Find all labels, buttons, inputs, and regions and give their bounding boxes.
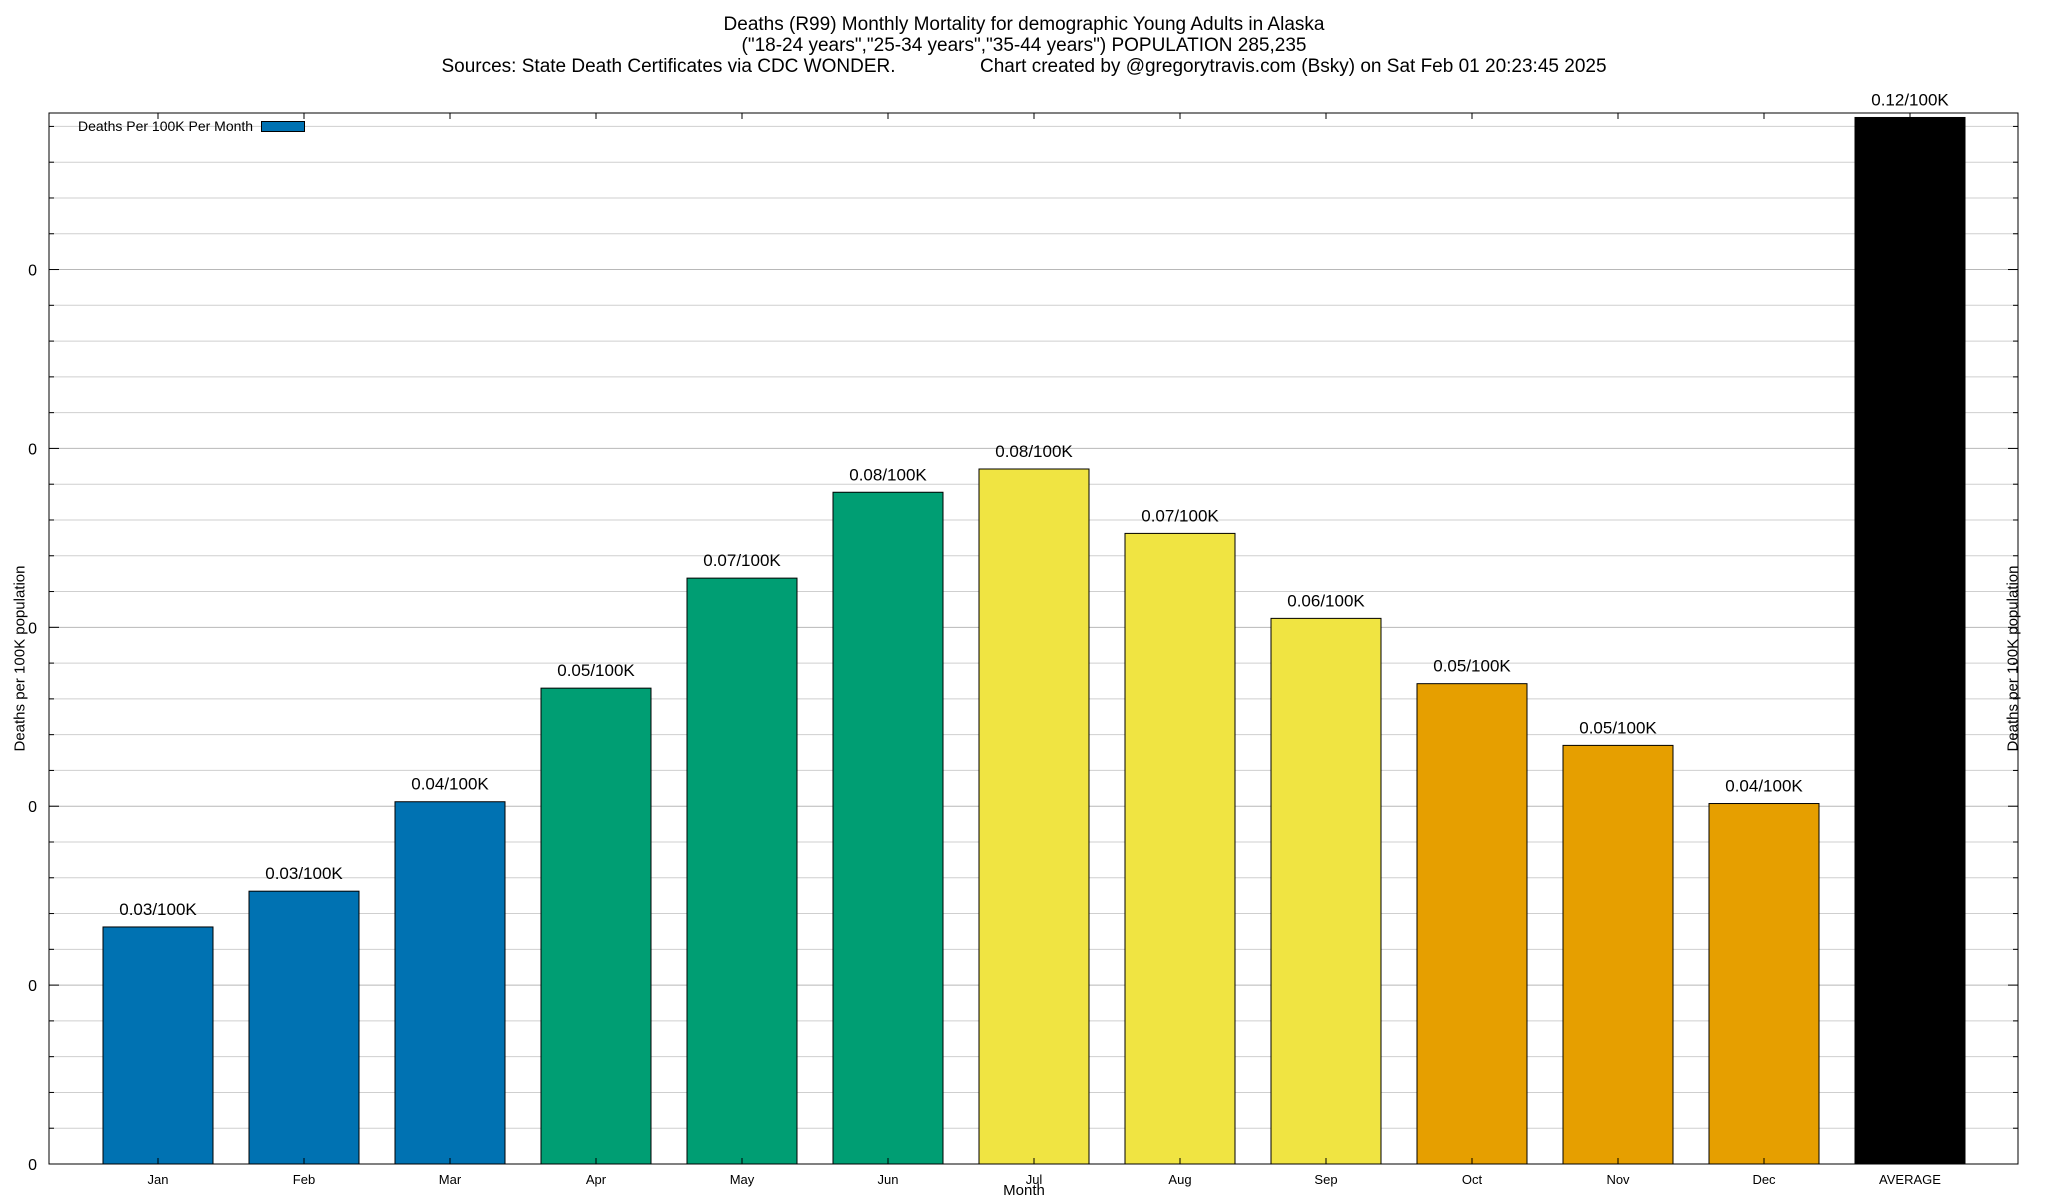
bar-apr <box>540 687 652 1165</box>
title-line-2: ("18-24 years","25-34 years","35-44 year… <box>741 35 1307 56</box>
x-tick-label: Apr <box>586 1172 607 1187</box>
bar-jun <box>832 491 944 1165</box>
x-axis-label: Month <box>1003 1182 1045 1199</box>
bar-nov <box>1562 744 1674 1165</box>
x-tick-label: Jun <box>878 1172 899 1187</box>
x-tick-label: Jul <box>1026 1172 1043 1187</box>
x-tick-label: Mar <box>439 1172 462 1187</box>
bar-average <box>1854 116 1966 1165</box>
data-label: 0.07/100K <box>1141 506 1219 525</box>
data-label: 0.08/100K <box>995 442 1073 461</box>
legend-label: Deaths Per 100K Per Month <box>78 118 254 134</box>
title-line-1: Deaths (R99) Monthly Mortality for demog… <box>723 14 1325 35</box>
chart-title: Deaths (R99) Monthly Mortality for demog… <box>0 14 2048 77</box>
legend-swatch <box>261 120 306 132</box>
bar-jan <box>102 926 214 1165</box>
x-tick-label: May <box>730 1172 755 1187</box>
data-label: 0.12/100K <box>1871 90 1949 109</box>
data-label: 0.06/100K <box>1287 591 1365 610</box>
axis-ticks <box>49 113 2018 1165</box>
bar-may <box>686 577 798 1165</box>
y-tick-label: 0 <box>28 441 37 458</box>
data-label: 0.05/100K <box>1579 718 1657 737</box>
data-label: 0.04/100K <box>411 775 489 794</box>
y-tick-label: 0 <box>28 620 37 637</box>
x-tick-label: Oct <box>1462 1172 1483 1187</box>
data-label: 0.05/100K <box>1433 657 1511 676</box>
y-tick-label: 0 <box>28 263 37 280</box>
x-tick-label: Jan <box>148 1172 169 1187</box>
bars <box>102 116 1966 1165</box>
x-tick-label: Aug <box>1168 1172 1191 1187</box>
data-label: 0.04/100K <box>1725 777 1803 796</box>
y-axis-label-left: Deaths per 100K population <box>11 565 29 752</box>
data-label: 0.07/100K <box>703 551 781 570</box>
bar-jul <box>978 468 1090 1165</box>
y-tick-label: 0 <box>28 799 37 816</box>
x-tick-label: AVERAGE <box>1879 1172 1941 1187</box>
y-tick-label: 0 <box>28 978 37 995</box>
bar-dec <box>1708 803 1820 1165</box>
y-tick-label: 0 <box>28 1157 37 1174</box>
x-tick-label: Feb <box>293 1172 315 1187</box>
bar-mar <box>394 801 506 1165</box>
bar-feb <box>248 890 360 1165</box>
labels: 0 0 0 0 0 0 0.03/100K Jan 0.03/100K Feb 0.04/100K M… <box>28 90 1949 1187</box>
bar-oct <box>1416 683 1528 1165</box>
x-tick-label: Nov <box>1606 1172 1630 1187</box>
y-axis-label-right: Deaths per 100K population <box>2004 565 2022 752</box>
data-label: 0.03/100K <box>119 900 197 919</box>
x-tick-label: Dec <box>1752 1172 1776 1187</box>
legend: Deaths Per 100K Per Month <box>78 118 306 134</box>
data-label: 0.05/100K <box>557 661 635 680</box>
bar-sep <box>1270 617 1382 1165</box>
data-label: 0.08/100K <box>849 465 927 484</box>
title-line-3: Sources: State Death Certificates via CD… <box>441 56 1607 77</box>
x-tick-label: Sep <box>1314 1172 1337 1187</box>
bar-aug <box>1124 532 1236 1165</box>
data-label: 0.03/100K <box>265 864 343 883</box>
